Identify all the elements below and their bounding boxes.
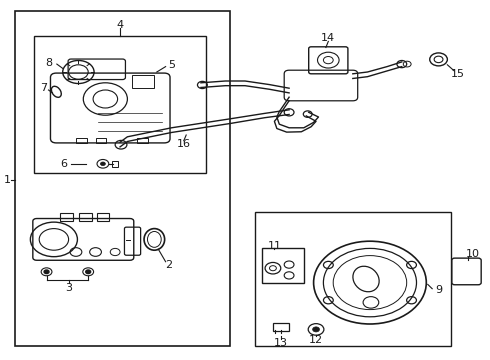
Text: 4: 4: [117, 20, 123, 30]
Text: 12: 12: [309, 335, 323, 345]
Bar: [34, 36, 206, 173]
Text: 2: 2: [166, 260, 172, 270]
Bar: [112, 161, 118, 167]
Text: 10: 10: [466, 249, 480, 259]
Bar: [137, 138, 148, 143]
Bar: [132, 75, 154, 88]
Bar: [60, 213, 73, 221]
Text: 16: 16: [177, 139, 191, 149]
Circle shape: [313, 327, 319, 332]
Text: 15: 15: [451, 69, 465, 79]
Bar: [15, 11, 230, 346]
Circle shape: [44, 270, 49, 274]
Bar: [76, 138, 87, 143]
Text: 9: 9: [435, 285, 442, 295]
Bar: [255, 212, 451, 346]
Circle shape: [86, 270, 91, 274]
Text: 3: 3: [65, 283, 72, 293]
Text: 14: 14: [321, 33, 335, 43]
Bar: [262, 248, 304, 283]
Text: 8: 8: [46, 58, 52, 68]
Bar: [79, 213, 92, 221]
Text: 7: 7: [41, 83, 48, 93]
Text: 13: 13: [274, 338, 288, 348]
Text: 11: 11: [268, 240, 281, 251]
Circle shape: [100, 162, 105, 166]
Text: 5: 5: [168, 60, 175, 70]
Bar: [96, 138, 106, 143]
Text: 6: 6: [60, 159, 67, 169]
Text: 1: 1: [4, 175, 11, 185]
Bar: [97, 213, 109, 221]
